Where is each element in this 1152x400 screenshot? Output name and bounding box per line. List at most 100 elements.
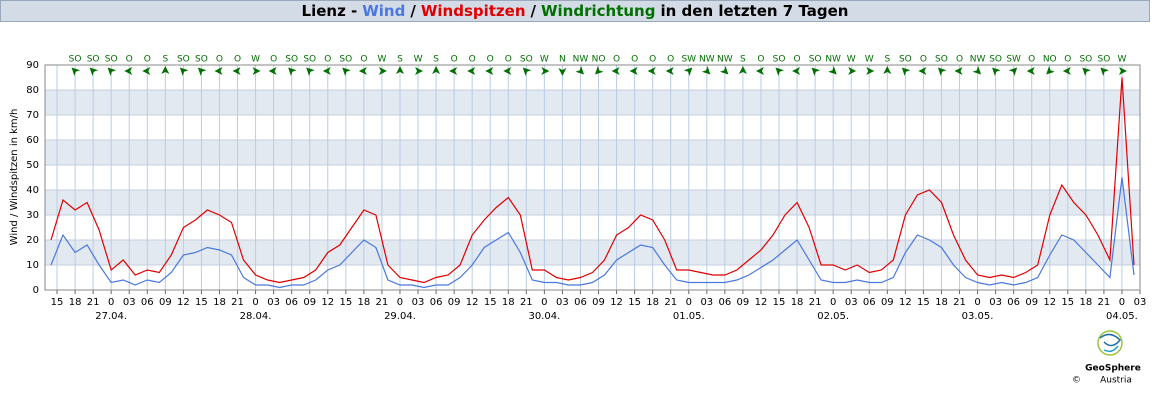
direction-label: N [559,55,566,65]
direction-arrow [611,67,620,75]
direction-arrow [738,66,747,74]
direction-label: S [433,55,439,65]
direction-arrow [594,66,604,75]
direction-arrow [1046,66,1055,75]
direction-label: O [216,55,223,65]
direction-label: S [162,55,168,65]
x-tick-label: 0 [1119,297,1125,308]
date-label: 03.05. [962,311,994,322]
direction-label: W [865,55,874,65]
direction-arrow [288,67,297,76]
direction-arrow [1008,67,1018,76]
x-tick-label: 03 [1134,297,1147,308]
direction-label: SO [105,55,118,65]
direction-label: SO [195,55,208,65]
direction-label: O [505,55,512,65]
direction-label: SO [935,55,948,65]
x-tick-label: 09 [1025,297,1038,308]
direction-arrow [683,67,693,76]
x-tick-label: 18 [1079,297,1092,308]
direction-arrow [719,66,729,75]
direction-arrow [541,67,550,75]
direction-arrow [522,67,532,76]
y-tick-label: 70 [26,110,39,121]
title-prefix: Lienz - [301,2,358,20]
x-tick-label: 21 [520,297,533,308]
chart-title: Lienz - Wind / Windspitzen / Windrichtun… [0,0,1150,22]
x-tick-label: 0 [397,297,403,308]
x-tick-label: 0 [686,297,692,308]
direction-label: S [740,55,746,65]
direction-label: SO [69,55,82,65]
direction-label: W [377,55,386,65]
direction-arrow [937,67,947,76]
title-wind: Wind [362,2,406,20]
direction-label: SO [989,55,1002,65]
x-tick-label: 15 [628,297,641,308]
direction-label: O [234,55,241,65]
x-tick-label: 21 [1098,297,1111,308]
direction-label: O [920,55,927,65]
direction-label: W [540,55,549,65]
direction-arrow [918,67,927,75]
y-tick-label: 40 [26,185,39,196]
x-tick-label: 09 [737,297,750,308]
direction-arrow [1062,67,1071,75]
y-tick-label: 50 [26,160,39,171]
direction-label: SO [773,55,786,65]
direction-label: SW [681,55,696,65]
x-tick-label: 12 [321,297,334,308]
direction-arrow [467,67,476,75]
x-tick-label: 0 [252,297,258,308]
direction-arrow [647,67,656,75]
line [50,177,1135,289]
direction-arrow [665,67,674,75]
direction-arrow [179,67,189,76]
x-tick-label: 18 [358,297,371,308]
x-tick-label: 18 [69,297,82,308]
x-tick-label: 09 [881,297,894,308]
direction-label: SO [520,55,533,65]
direction-arrow [1026,67,1035,75]
direction-label: O [649,55,656,65]
direction-label: W [847,55,856,65]
x-tick-label: 12 [177,297,190,308]
x-tick-label: 03 [700,297,713,308]
direction-label: SW [1006,55,1021,65]
x-tick-label: 03 [845,297,858,308]
title-gust: Windspitzen [420,2,526,20]
direction-arrow [992,67,1001,76]
direction-label: W [251,55,260,65]
x-tick-label: 03 [556,297,569,308]
x-tick-label: 18 [502,297,515,308]
direction-label: SO [1098,55,1111,65]
direction-arrow [395,66,404,74]
direction-arrow [848,67,857,75]
direction-arrow [89,67,99,76]
date-label: 27.04. [95,311,127,322]
x-tick-label: 06 [574,297,587,308]
x-tick-label: 06 [430,297,443,308]
date-label: 28.04. [240,311,272,322]
direction-label: O [487,55,494,65]
x-tick-label: 18 [646,297,659,308]
y-tick-label: 0 [33,285,39,296]
direction-label: O [631,55,638,65]
direction-arrow [954,67,963,75]
direction-label: SO [87,55,100,65]
x-tick-label: 06 [863,297,876,308]
x-tick-label: 12 [466,297,479,308]
direction-arrow [107,67,117,76]
x-tick-label: 15 [339,297,352,308]
y-tick-label: 60 [26,135,39,146]
direction-arrow [214,67,223,75]
direction-label: O [1028,55,1035,65]
direction-label: SO [303,55,316,65]
x-tick-label: 15 [773,297,786,308]
direction-arrow [252,67,261,75]
x-tick-label: 0 [830,297,836,308]
direction-arrow [901,67,911,76]
x-tick-label: 21 [376,297,389,308]
